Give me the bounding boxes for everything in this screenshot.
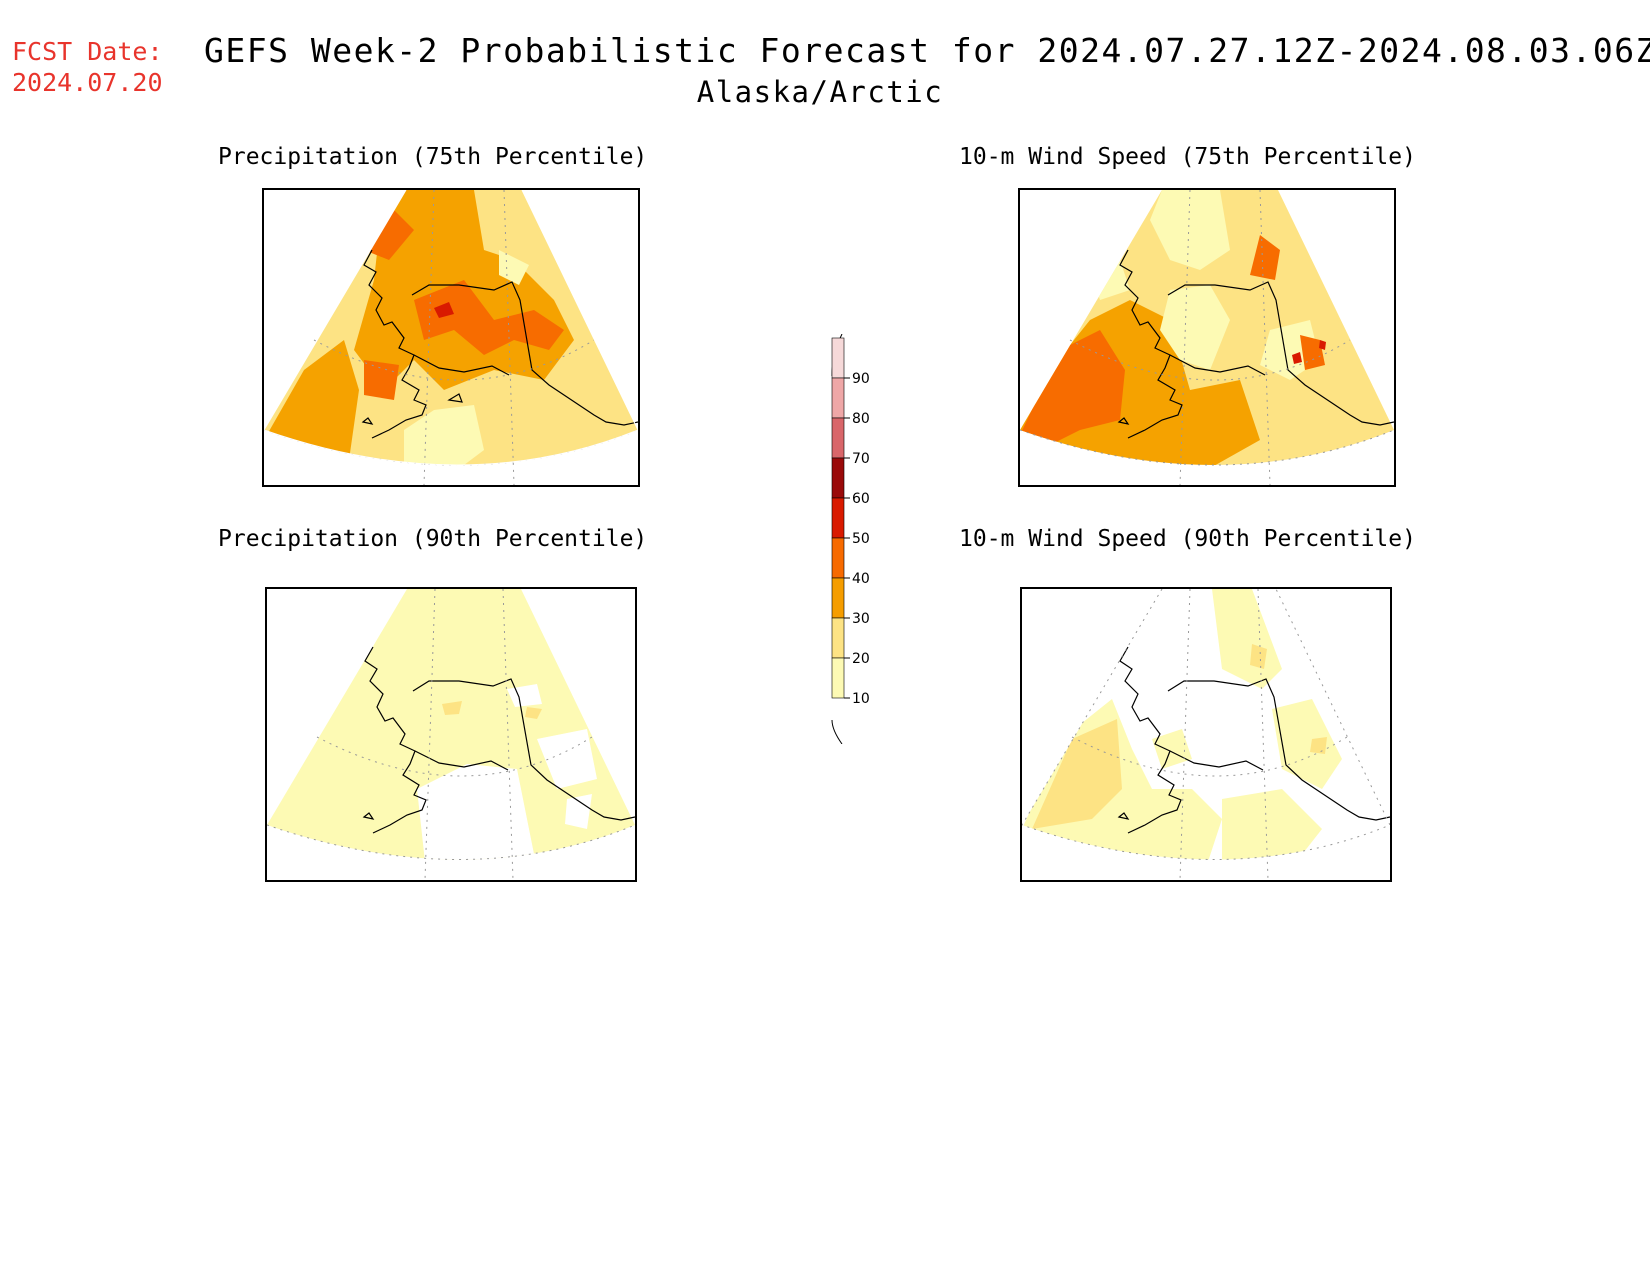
precip90-white-south	[417, 764, 537, 860]
colorbar-swatch-90	[831, 337, 845, 379]
colorbar-swatch-40	[831, 537, 845, 579]
colorbar-label-70: 70	[852, 451, 870, 467]
colorbar: 90 80 70 60 50 40 30 20 10	[818, 333, 898, 745]
wind75-deep-west	[1020, 330, 1125, 445]
precip90-white-se	[565, 794, 592, 829]
wind90-patch-2	[1310, 737, 1327, 754]
precip90-graticule	[267, 589, 635, 880]
precip90-yellow-1	[442, 701, 462, 715]
colorbar-swatch-20	[831, 617, 845, 659]
precip75-coastline	[361, 249, 638, 439]
forecast-date-label: FCST Date: 2024.07.20	[12, 36, 163, 98]
colorbar-label-60: 60	[852, 491, 870, 507]
wind75-light-north	[1150, 190, 1230, 270]
precip75-core	[434, 302, 454, 318]
colorbar-label-40: 40	[852, 571, 870, 587]
panel-title-wind-90: 10-m Wind Speed (90th Percentile)	[959, 526, 1416, 552]
colorbar-label-10: 10	[852, 691, 870, 707]
colorbar-swatch-70	[831, 417, 845, 459]
precip75-orange-sw	[364, 360, 399, 400]
map-precip-90	[265, 587, 637, 882]
colorbar-label-20: 20	[852, 651, 870, 667]
colorbar-label-50: 50	[852, 531, 870, 547]
wind90-graticule	[1022, 589, 1390, 880]
panel-title-precip-75: Precipitation (75th Percentile)	[218, 144, 648, 170]
precip75-orange-upper	[364, 210, 414, 260]
panel-title-wind-75: 10-m Wind Speed (75th Percentile)	[959, 144, 1416, 170]
map-precip-75	[262, 188, 640, 487]
wind75-core-2	[1319, 340, 1326, 350]
precip90-coastline	[362, 646, 635, 834]
wind75-graticule	[1020, 190, 1394, 485]
wind75-coastline	[1117, 249, 1394, 439]
precip75-light-east	[499, 250, 529, 285]
map-wind-75	[1018, 188, 1396, 487]
colorbar-label-80: 80	[852, 411, 870, 427]
colorbar-bottom-cap	[831, 719, 843, 745]
precip75-light-south	[404, 405, 484, 465]
colorbar-swatch-50	[831, 497, 845, 539]
precip90-white-east	[537, 729, 597, 789]
wind90-yellow-east	[1272, 699, 1342, 789]
fcst-date-label: FCST Date:	[12, 37, 163, 66]
colorbar-swatch-60	[831, 457, 845, 499]
map-wind-90	[1020, 587, 1392, 882]
wind90-coastline	[1117, 646, 1390, 834]
wind75-core-1	[1292, 352, 1302, 364]
colorbar-swatch-80	[831, 377, 845, 419]
colorbar-label-90: 90	[852, 371, 870, 387]
precip90-yellow-2	[525, 707, 542, 719]
colorbar-swatch-10	[831, 657, 845, 699]
wind75-orange-ne	[1250, 235, 1280, 280]
wind75-light-center	[1160, 285, 1230, 370]
precip75-orange-west	[264, 340, 359, 465]
colorbar-swatch-30	[831, 577, 845, 619]
page-title: GEFS Week-2 Probabilistic Forecast for 2…	[204, 31, 1650, 70]
wind90-patch-1	[1250, 644, 1267, 669]
colorbar-label-30: 30	[852, 611, 870, 627]
wind75-orange-e	[1300, 335, 1325, 370]
wind90-patch-3	[1152, 729, 1192, 769]
fcst-date-value: 2024.07.20	[12, 68, 163, 97]
panel-title-precip-90: Precipitation (90th Percentile)	[218, 526, 648, 552]
region-subtitle: Alaska/Arctic	[696, 75, 944, 109]
wind90-yellow-west	[1032, 719, 1122, 829]
